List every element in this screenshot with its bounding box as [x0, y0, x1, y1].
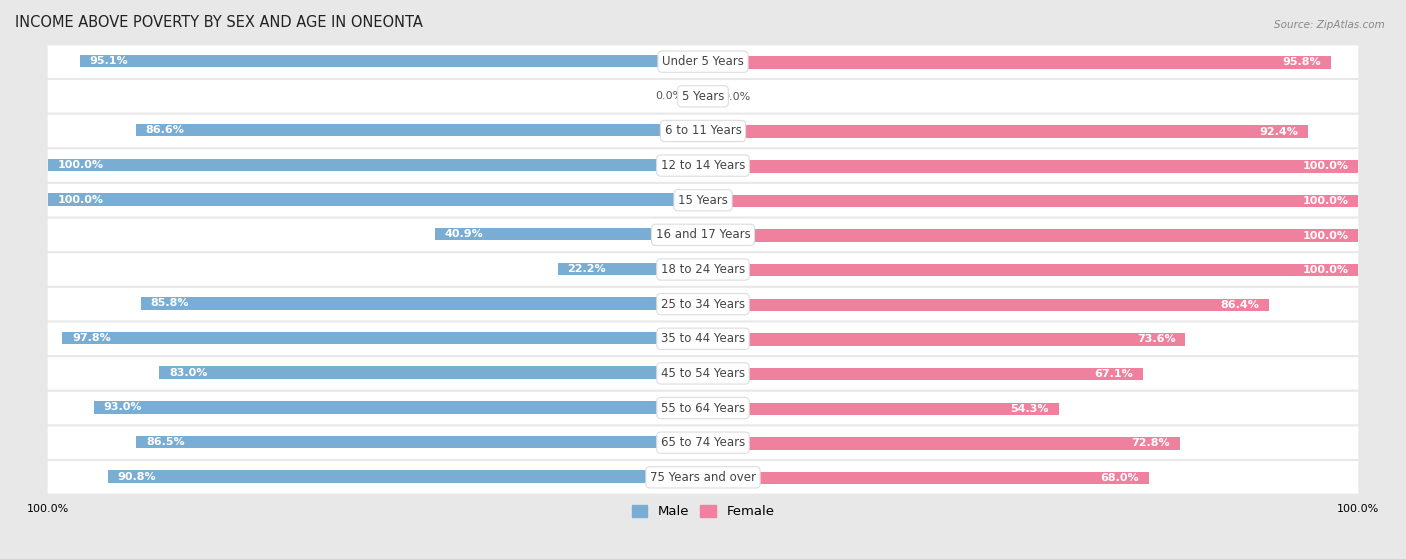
Text: 83.0%: 83.0%	[169, 368, 207, 378]
Text: 95.8%: 95.8%	[1282, 58, 1320, 68]
Text: 85.8%: 85.8%	[150, 299, 190, 309]
Text: 0.0%: 0.0%	[655, 91, 683, 101]
Bar	[703, 91, 716, 103]
Text: 75 Years and over: 75 Years and over	[650, 471, 756, 484]
Text: 86.6%: 86.6%	[145, 125, 184, 135]
Text: 100.0%: 100.0%	[58, 160, 104, 170]
FancyBboxPatch shape	[48, 392, 1358, 424]
Bar	[80, 55, 703, 67]
FancyBboxPatch shape	[48, 357, 1358, 390]
Bar	[703, 368, 1143, 380]
Text: 100.0%: 100.0%	[1302, 230, 1348, 240]
Text: 97.8%: 97.8%	[72, 333, 111, 343]
Bar	[136, 436, 703, 448]
Text: 0.0%: 0.0%	[723, 92, 751, 102]
Bar	[48, 193, 703, 206]
Bar	[558, 263, 703, 275]
Text: 73.6%: 73.6%	[1137, 334, 1175, 344]
Text: 65 to 74 Years: 65 to 74 Years	[661, 436, 745, 449]
FancyBboxPatch shape	[48, 288, 1358, 320]
FancyBboxPatch shape	[48, 149, 1358, 182]
Text: 25 to 34 Years: 25 to 34 Years	[661, 297, 745, 311]
Text: 12 to 14 Years: 12 to 14 Years	[661, 159, 745, 172]
FancyBboxPatch shape	[48, 427, 1358, 459]
Bar	[703, 333, 1185, 345]
Text: Under 5 Years: Under 5 Years	[662, 55, 744, 68]
Text: INCOME ABOVE POVERTY BY SEX AND AGE IN ONEONTA: INCOME ABOVE POVERTY BY SEX AND AGE IN O…	[15, 15, 423, 30]
Bar	[703, 437, 1180, 449]
Text: 100.0%: 100.0%	[1302, 265, 1348, 275]
Bar	[703, 56, 1330, 69]
Text: 72.8%: 72.8%	[1132, 438, 1170, 448]
Text: 15 Years: 15 Years	[678, 194, 728, 207]
Text: 68.0%: 68.0%	[1099, 473, 1139, 483]
Bar	[62, 332, 703, 344]
FancyBboxPatch shape	[48, 253, 1358, 286]
Text: 55 to 64 Years: 55 to 64 Years	[661, 401, 745, 415]
Bar	[703, 160, 1358, 173]
Text: 40.9%: 40.9%	[444, 229, 484, 239]
Bar	[703, 299, 1270, 311]
Bar	[703, 402, 1059, 415]
FancyBboxPatch shape	[48, 115, 1358, 147]
FancyBboxPatch shape	[48, 461, 1358, 494]
Bar	[94, 401, 703, 414]
Text: 45 to 54 Years: 45 to 54 Years	[661, 367, 745, 380]
Text: 6 to 11 Years: 6 to 11 Years	[665, 125, 741, 138]
Text: 86.5%: 86.5%	[146, 437, 184, 447]
FancyBboxPatch shape	[48, 184, 1358, 216]
FancyBboxPatch shape	[48, 219, 1358, 251]
Text: 100.0%: 100.0%	[1302, 196, 1348, 206]
Bar	[703, 125, 1309, 138]
FancyBboxPatch shape	[48, 80, 1358, 112]
Text: Source: ZipAtlas.com: Source: ZipAtlas.com	[1274, 20, 1385, 30]
Text: 92.4%: 92.4%	[1260, 127, 1299, 136]
Bar	[690, 89, 703, 102]
Text: 54.3%: 54.3%	[1011, 404, 1049, 414]
Text: 16 and 17 Years: 16 and 17 Years	[655, 229, 751, 241]
Text: 35 to 44 Years: 35 to 44 Years	[661, 332, 745, 345]
Bar	[703, 229, 1358, 242]
Bar	[48, 159, 703, 171]
FancyBboxPatch shape	[48, 45, 1358, 78]
Text: 67.1%: 67.1%	[1094, 369, 1133, 379]
Text: 90.8%: 90.8%	[118, 472, 156, 482]
Bar	[703, 264, 1358, 277]
Bar	[108, 470, 703, 483]
Text: 100.0%: 100.0%	[1302, 162, 1348, 171]
Text: 86.4%: 86.4%	[1220, 300, 1260, 310]
Bar	[135, 124, 703, 136]
Legend: Male, Female: Male, Female	[626, 500, 780, 524]
Text: 5 Years: 5 Years	[682, 90, 724, 103]
Bar	[434, 228, 703, 240]
Bar	[159, 367, 703, 379]
Bar	[703, 195, 1358, 207]
Bar	[141, 297, 703, 310]
Text: 22.2%: 22.2%	[568, 264, 606, 274]
Text: 95.1%: 95.1%	[90, 56, 128, 66]
FancyBboxPatch shape	[48, 323, 1358, 355]
Text: 18 to 24 Years: 18 to 24 Years	[661, 263, 745, 276]
Bar	[703, 472, 1149, 484]
Text: 100.0%: 100.0%	[58, 195, 104, 205]
Text: 93.0%: 93.0%	[104, 402, 142, 413]
